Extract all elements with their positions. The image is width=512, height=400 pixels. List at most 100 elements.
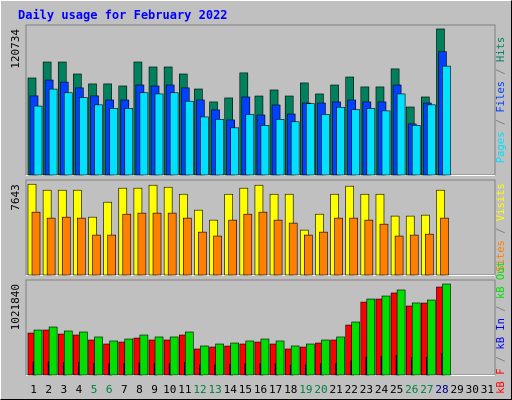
bar: [215, 119, 224, 176]
bar: [243, 213, 253, 276]
legend: kB F / kB In / kB Out: [495, 261, 507, 394]
bar: [427, 104, 436, 176]
bar: [351, 321, 361, 376]
bar: [198, 231, 207, 276]
bar: [139, 334, 149, 376]
legend-entry: Visits: [495, 183, 507, 221]
bar: [349, 217, 359, 276]
bar: [425, 233, 434, 276]
x-tick-label: 10: [163, 383, 176, 396]
bar: [442, 283, 451, 376]
bar: [33, 105, 43, 176]
y-tick-label: 120734: [9, 29, 22, 69]
bar: [409, 234, 419, 276]
x-tick-label: 23: [360, 383, 373, 396]
bar: [381, 110, 391, 176]
bar: [167, 212, 177, 276]
bar: [46, 217, 56, 276]
bar: [379, 223, 389, 276]
bar: [122, 213, 132, 276]
bar: [411, 125, 421, 176]
bar: [184, 331, 194, 376]
bar: [77, 217, 86, 276]
bar: [169, 92, 179, 176]
bar: [61, 216, 71, 276]
legend-entry: Hits: [495, 37, 507, 62]
bar: [258, 211, 268, 276]
bar: [152, 212, 162, 276]
bar: [364, 219, 374, 276]
x-tick-label: 27: [420, 383, 433, 396]
bar: [321, 114, 330, 176]
x-tick-label: 19: [299, 383, 312, 396]
bar: [109, 108, 118, 176]
x-tick-label: 16: [254, 383, 267, 396]
bar: [169, 336, 179, 376]
bar: [124, 338, 134, 376]
x-tick-label: 20: [314, 383, 327, 396]
bar: [63, 330, 73, 376]
bar: [137, 212, 147, 276]
legend-entry: kB In: [495, 318, 507, 350]
bar: [275, 119, 285, 176]
bar: [245, 340, 255, 376]
bar: [381, 295, 391, 376]
legend-entry: Files: [495, 81, 507, 113]
legend-separator: /: [495, 350, 507, 369]
bar: [184, 100, 194, 176]
bar: [260, 338, 270, 376]
bar: [304, 234, 313, 276]
bar: [200, 116, 209, 176]
bar: [48, 88, 58, 176]
x-tick-label: 5: [91, 383, 98, 396]
x-tick-label: 1: [30, 383, 37, 396]
x-tick-label: 29: [451, 383, 464, 396]
bar: [260, 125, 270, 176]
x-tick-label: 7: [121, 383, 128, 396]
bar: [63, 92, 73, 176]
bar: [92, 234, 101, 276]
bar: [94, 104, 103, 176]
bar: [109, 340, 118, 376]
x-tick-label: 6: [106, 383, 113, 396]
x-tick-label: 22: [345, 383, 358, 396]
bar: [215, 343, 224, 376]
bar: [442, 65, 451, 176]
bar: [440, 217, 449, 276]
x-tick-label: 18: [284, 383, 297, 396]
bar: [154, 336, 164, 376]
legend-separator: /: [495, 113, 507, 132]
x-tick-label: 3: [61, 383, 68, 396]
x-tick-label: 25: [390, 383, 403, 396]
x-tick-label: 13: [208, 383, 221, 396]
bar: [79, 331, 88, 376]
bar: [230, 127, 239, 176]
bar: [306, 343, 315, 376]
bar: [31, 211, 41, 276]
legend-entry: Sites: [495, 240, 507, 272]
chart-title: Daily usage for February 2022: [18, 8, 228, 22]
bar: [124, 108, 134, 176]
x-tick-label: 2: [45, 383, 52, 396]
bar: [79, 97, 88, 176]
x-tick-label: 28: [435, 383, 448, 396]
x-tick-label: 31: [481, 383, 494, 396]
bar: [107, 234, 116, 276]
bar: [245, 114, 255, 176]
legend-entry: kB Out: [495, 261, 507, 299]
bar: [228, 219, 237, 276]
legend-entry: kB F: [495, 369, 507, 394]
bar: [182, 217, 192, 276]
x-tick-label: 9: [151, 383, 158, 396]
bar: [336, 106, 345, 176]
bar: [200, 345, 209, 376]
bar: [48, 326, 58, 376]
legend: Pages / Files / Hits: [495, 37, 507, 163]
legend-entry: Pages: [495, 132, 507, 164]
bar: [154, 93, 164, 176]
bar: [290, 121, 300, 176]
x-tick-label: 4: [76, 383, 83, 396]
x-tick-label: 30: [466, 383, 479, 396]
